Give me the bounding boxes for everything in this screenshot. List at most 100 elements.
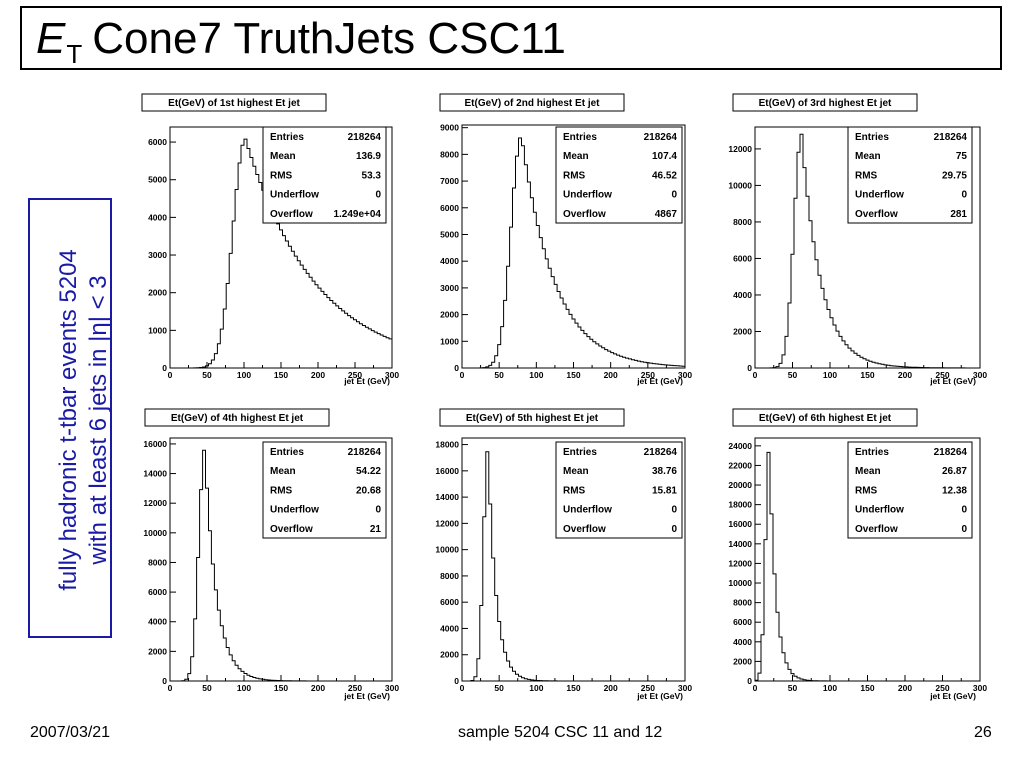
x-axis-label: jet Et (GeV): [343, 376, 390, 386]
stats-box: [262, 126, 387, 224]
stats-label: Overflow: [563, 209, 606, 220]
x-tick-label: 0: [753, 683, 758, 693]
x-tick-label: 250: [935, 683, 949, 693]
stats-value: 0: [961, 524, 967, 535]
footer-sample: sample 5204 CSC 11 and 12: [458, 724, 663, 741]
stats-label: Overflow: [855, 524, 898, 535]
stats-value: 0: [671, 190, 677, 201]
x-tick-label: 0: [168, 683, 173, 693]
stats-value: 281: [950, 209, 967, 220]
stats-value: 38.76: [652, 466, 677, 477]
y-tick-label: 9000: [440, 123, 459, 133]
stats-value: 0: [375, 505, 381, 516]
y-tick-label: 18000: [728, 500, 752, 510]
x-tick-label: 50: [494, 683, 504, 693]
y-tick-label: 14000: [143, 469, 167, 479]
stats-value: 136.9: [356, 151, 381, 162]
stats-value: 0: [375, 190, 381, 201]
y-tick-label: 3000: [148, 250, 167, 260]
x-tick-label: 100: [237, 683, 251, 693]
x-axis-label: jet Et (GeV): [929, 691, 976, 701]
x-tick-label: 250: [348, 370, 362, 380]
stats-value: 20.68: [356, 485, 381, 496]
x-tick-label: 0: [460, 370, 465, 380]
stats-label: Mean: [855, 466, 881, 477]
histogram-series-line: [755, 133, 980, 369]
histogram-title: Et(GeV) of 2nd highest Et jet: [464, 98, 600, 109]
stats-label: Mean: [270, 466, 296, 477]
x-tick-label: 100: [237, 370, 251, 380]
stats-label: Overflow: [270, 209, 313, 220]
x-tick-label: 250: [348, 683, 362, 693]
y-tick-label: 10000: [728, 180, 752, 190]
y-tick-label: 12000: [728, 144, 752, 154]
x-tick-label: 200: [898, 683, 912, 693]
y-tick-label: 7000: [440, 176, 459, 186]
y-tick-label: 8000: [733, 217, 752, 227]
stats-value: 0: [961, 190, 967, 201]
y-tick-label: 14000: [728, 539, 752, 549]
stats-label: Underflow: [855, 505, 904, 516]
stats-value: 218264: [348, 447, 382, 458]
histogram-title-box: [439, 408, 625, 427]
x-tick-label: 100: [823, 683, 837, 693]
y-tick-label: 24000: [728, 441, 752, 451]
title-frame: ET Cone7 TruthJets CSC11: [20, 6, 1002, 70]
x-tick-label: 150: [860, 370, 874, 380]
x-tick-label: 300: [973, 370, 987, 380]
histogram-title: Et(GeV) of 5th highest Et jet: [466, 413, 599, 424]
y-tick-label: 2000: [148, 288, 167, 298]
y-tick-label: 4000: [733, 290, 752, 300]
x-tick-label: 300: [678, 370, 692, 380]
stats-label: Overflow: [855, 209, 898, 220]
y-tick-label: 12000: [728, 558, 752, 568]
x-tick-label: 0: [168, 370, 173, 380]
stats-box: [262, 441, 387, 539]
y-tick-label: 4000: [148, 212, 167, 222]
x-tick-label: 50: [494, 370, 504, 380]
histogram-panel-1: 0 50 100 150 200 250 3000100020003000400050006…: [141, 93, 399, 386]
y-tick-label: 6000: [733, 617, 752, 627]
y-tick-label: 8000: [733, 598, 752, 608]
stats-value: 218264: [644, 447, 678, 458]
x-tick-label: 100: [529, 683, 543, 693]
x-tick-label: 300: [385, 370, 399, 380]
histogram-title: Et(GeV) of 6th highest Et jet: [759, 413, 892, 424]
stats-label: Underflow: [270, 505, 319, 516]
x-tick-label: 250: [641, 683, 655, 693]
stats-value: 218264: [934, 132, 968, 143]
stats-value: 4867: [655, 209, 678, 220]
histogram-panel-5: 0 50 100 150 200 250 300 0 2000 4000 6000 8000 10000…: [435, 408, 692, 701]
stats-value: 46.52: [652, 170, 677, 181]
x-tick-label: 50: [202, 683, 212, 693]
stats-value: 1.249e+04: [333, 209, 381, 220]
histogram-title: Et(GeV) of 1st highest Et jet: [168, 98, 300, 109]
stats-label: RMS: [270, 485, 293, 496]
x-tick-label: 0: [460, 683, 465, 693]
stats-label: Overflow: [563, 524, 606, 535]
stats-label: Entries: [270, 447, 304, 458]
x-tick-label: 150: [566, 370, 580, 380]
histogram-panel-2: 0 50 100 150 200 250 3000100020003000400050006…: [439, 93, 692, 386]
stats-value: 29.75: [942, 170, 967, 181]
y-tick-label: 2000: [733, 656, 752, 666]
y-tick-label: 0: [454, 363, 459, 373]
stats-value: 0: [671, 505, 677, 516]
stats-box: [847, 441, 973, 539]
histogram-title: Et(GeV) of 4th highest Et jet: [171, 413, 304, 424]
footer-page-number: 26: [974, 724, 992, 741]
stats-label: RMS: [270, 170, 293, 181]
y-tick-label: 2000: [440, 650, 459, 660]
x-tick-label: 250: [641, 370, 655, 380]
stats-label: Entries: [270, 132, 304, 143]
stats-value: 0: [961, 505, 967, 516]
x-tick-label: 150: [274, 683, 288, 693]
y-tick-label: 2000: [440, 310, 459, 320]
histogram-title-box: [144, 408, 330, 427]
stats-value: 12.38: [942, 485, 967, 496]
x-tick-label: 150: [566, 683, 580, 693]
x-tick-label: 200: [311, 683, 325, 693]
y-tick-label: 20000: [728, 480, 752, 490]
x-tick-label: 50: [788, 370, 798, 380]
y-tick-label: 8000: [148, 557, 167, 567]
